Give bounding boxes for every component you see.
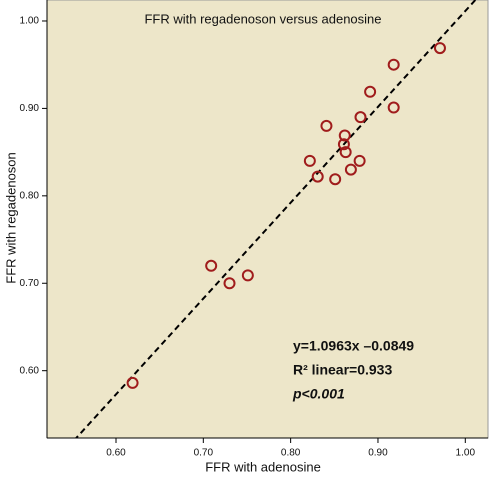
chart-title: FFR with regadenoson versus adenosine: [144, 11, 381, 26]
x-axis-label: FFR with adenosine: [205, 459, 321, 474]
annotation: p<0.001: [292, 386, 345, 402]
point: [337, 138, 350, 151]
y-tick-label: 1.00: [20, 16, 40, 27]
plot-area: [46, 0, 489, 439]
point: [433, 42, 446, 55]
point: [364, 85, 377, 98]
point: [126, 376, 139, 389]
point: [205, 259, 218, 272]
y-tick-label: 0.70: [20, 278, 40, 289]
point: [353, 154, 366, 167]
point: [387, 58, 400, 71]
point: [344, 163, 357, 176]
point: [241, 269, 254, 282]
point: [329, 173, 342, 186]
y-tick-label: 0.90: [20, 103, 40, 114]
x-tick-label: 1.00: [456, 448, 476, 459]
x-tick-label: 0.80: [281, 448, 301, 459]
point: [387, 101, 400, 114]
point: [311, 170, 324, 183]
point: [339, 146, 352, 159]
annotation: y=1.0963x –0.0849: [293, 338, 414, 354]
fit-line: [74, 0, 477, 438]
point: [320, 119, 333, 132]
point: [354, 111, 367, 124]
x-tick-label: 0.70: [194, 448, 214, 459]
x-tick-label: 0.90: [368, 448, 388, 459]
point: [223, 277, 236, 290]
point: [338, 129, 351, 142]
point: [303, 154, 316, 167]
y-tick-label: 0.80: [20, 190, 40, 201]
x-tick-label: 0.60: [106, 448, 126, 459]
y-tick-label: 0.60: [20, 365, 40, 376]
annotation: R² linear=0.933: [293, 362, 392, 378]
y-axis-label: FFR with regadenoson: [3, 152, 18, 284]
